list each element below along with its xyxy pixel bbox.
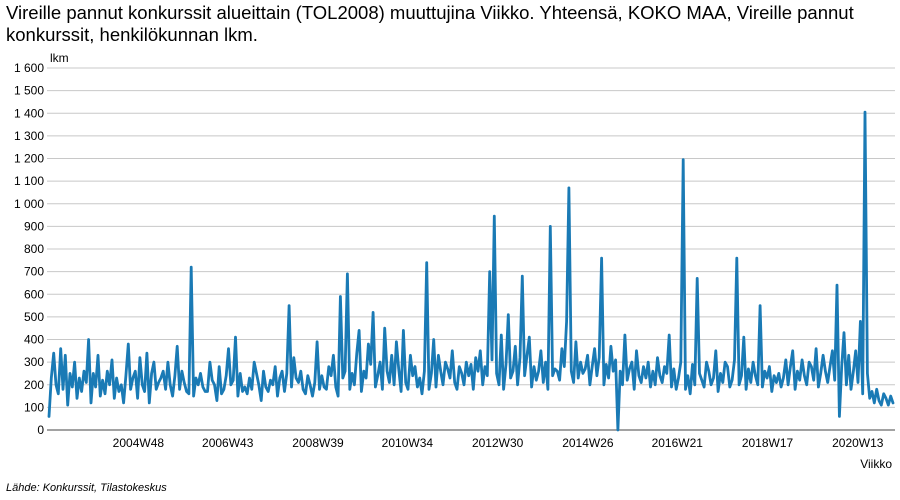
x-axis-ticks: 2004W48 2006W43 2008W39 2010W34 2012W30 2014W… [113,436,884,450]
y-tick-label: 200 [24,378,44,392]
y-axis-label: lkm [50,51,69,65]
x-tick-label: 2018W17 [742,436,794,450]
x-tick-label: 2006W43 [202,436,254,450]
x-axis-label: Viikko [860,457,892,471]
grid-lines [47,67,895,431]
y-tick-label: 1 300 [14,129,44,143]
x-tick-label: 2004W48 [113,436,165,450]
series-layer [47,110,895,432]
x-tick-label: 2014W26 [562,436,614,450]
y-tick-label: 1 500 [14,84,44,98]
y-tick-label: 900 [24,219,44,233]
y-tick-label: 800 [24,242,44,256]
chart-title: Vireille pannut konkurssit alueittain (T… [6,2,854,45]
y-tick-label: 1 600 [14,61,44,75]
y-tick-label: 100 [24,400,44,414]
x-tick-label: 2020W13 [832,436,884,450]
y-tick-label: 1 400 [14,106,44,120]
y-tick-label: 700 [24,265,44,279]
y-tick-label: 300 [24,355,44,369]
y-tick-label: 500 [24,310,44,324]
x-tick-label: 2008W39 [292,436,344,450]
x-tick-label: 2012W30 [472,436,524,450]
y-tick-label: 1 000 [14,197,44,211]
y-tick-label: 1 100 [14,174,44,188]
y-tick-label: 600 [24,287,44,301]
x-tick-label: 2016W21 [652,436,704,450]
y-tick-label: 1 200 [14,152,44,166]
line-chart: 0 100 200 300 400 500 600 700 800 900 1 000 1 100 1 … [14,51,895,471]
x-tick-label: 2010W34 [382,436,434,450]
y-tick-label: 0 [37,423,44,437]
y-axis-ticks: 0 100 200 300 400 500 600 700 800 900 1 000 1 100 1 … [14,61,44,437]
y-tick-label: 400 [24,333,44,347]
series-line [47,110,895,432]
source-note: Lähde: Konkurssit, Tilastokeskus [6,482,167,494]
